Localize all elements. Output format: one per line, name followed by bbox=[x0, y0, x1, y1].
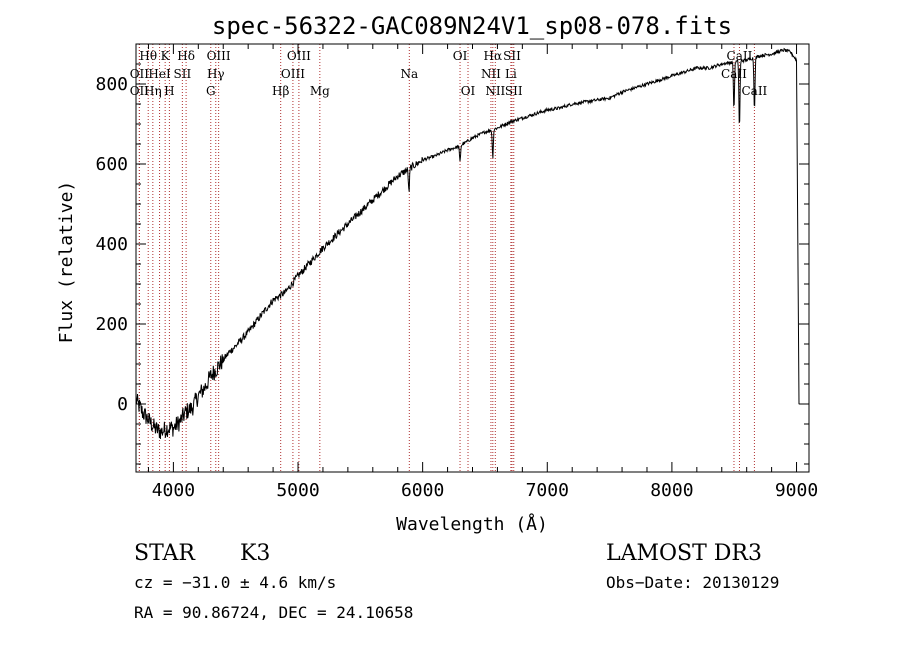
y-tick-label: 0 bbox=[117, 394, 128, 415]
y-tick-label: 800 bbox=[95, 74, 128, 95]
plot-area: HθOIIOIIHηHeIKHSIIHδGHγOIIIHβOIIIOIIIMgN… bbox=[95, 43, 818, 501]
emission-line-labels: HθOIIOIIHηHeIKHSIIHδGHγOIIIHβOIIIOIIIMgN… bbox=[130, 49, 768, 98]
spectrum-line bbox=[135, 47, 800, 440]
emission-line-markers bbox=[138, 44, 755, 472]
line-label: Hγ bbox=[207, 67, 225, 81]
x-axis-ticks: 4000 5000 6000 7000 8000 9000 bbox=[147, 44, 818, 501]
line-label: HeI bbox=[148, 67, 171, 81]
line-label: Hθ bbox=[139, 49, 157, 63]
plot-frame bbox=[135, 43, 810, 473]
y-tick-label: 400 bbox=[95, 234, 128, 255]
y-axis-label: Flux (relative) bbox=[56, 181, 77, 344]
line-label: Li bbox=[505, 67, 517, 81]
y-axis-ticks: 0 200 400 600 800 bbox=[95, 63, 809, 465]
line-label: NII bbox=[485, 84, 505, 98]
survey-name: LAMOST DR3 bbox=[606, 541, 762, 566]
line-label: SII bbox=[503, 49, 521, 63]
line-label: OII bbox=[130, 84, 150, 98]
object-subclass: K3 bbox=[240, 541, 270, 566]
line-label: OIII bbox=[287, 49, 311, 63]
line-label: SII bbox=[505, 84, 523, 98]
x-tick-label: 8000 bbox=[650, 480, 693, 501]
line-label: OI bbox=[453, 49, 468, 63]
line-label: Na bbox=[400, 67, 418, 81]
line-label: H bbox=[164, 84, 174, 98]
x-axis-label: Wavelength (Å) bbox=[396, 513, 548, 535]
line-label: CaII bbox=[721, 67, 747, 81]
redshift-readout: cz = −31.0 ± 4.6 km/s bbox=[134, 573, 336, 592]
x-tick-label: 6000 bbox=[401, 480, 444, 501]
line-label: OIII bbox=[281, 67, 305, 81]
line-label: G bbox=[206, 84, 216, 98]
line-label: Hα bbox=[484, 49, 503, 63]
observation-date: Obs−Date: 20130129 bbox=[606, 573, 779, 592]
line-label: NII bbox=[481, 67, 501, 81]
line-label: SII bbox=[174, 67, 192, 81]
y-tick-label: 600 bbox=[95, 154, 128, 175]
object-class: STAR bbox=[134, 541, 196, 566]
x-tick-label: 5000 bbox=[276, 480, 319, 501]
y-tick-label: 200 bbox=[95, 314, 128, 335]
line-label: OII bbox=[130, 67, 150, 81]
line-label: Mg bbox=[310, 84, 330, 98]
line-label: Hη bbox=[144, 84, 162, 98]
line-label: OIII bbox=[207, 49, 231, 63]
line-label: CaII bbox=[727, 49, 753, 63]
line-label: Hβ bbox=[272, 84, 289, 98]
line-label: K bbox=[161, 49, 171, 63]
line-label: Hδ bbox=[177, 49, 195, 63]
chart-title: spec-56322-GAC089N24V1_sp08-078.fits bbox=[212, 12, 732, 40]
x-tick-label: 7000 bbox=[526, 480, 569, 501]
x-tick-label: 4000 bbox=[152, 480, 195, 501]
line-label: OI bbox=[461, 84, 476, 98]
coordinates-readout: RA = 90.86724, DEC = 24.10658 bbox=[134, 603, 413, 622]
x-tick-label: 9000 bbox=[775, 480, 818, 501]
